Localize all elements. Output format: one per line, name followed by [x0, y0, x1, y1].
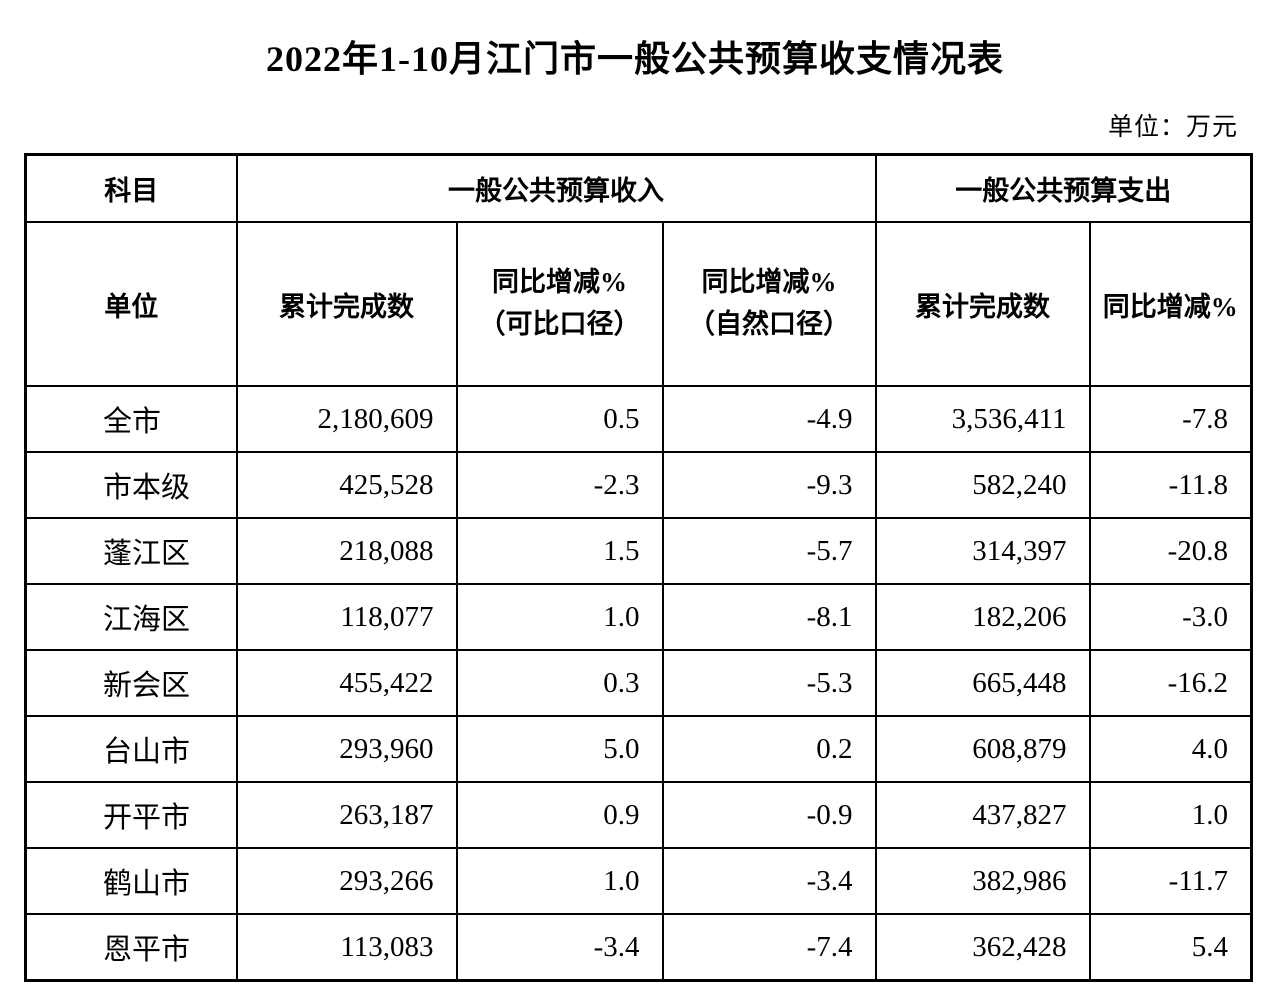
- expenditure-yoy-value: -16.2: [1088, 649, 1253, 718]
- expenditure-yoy-value: -7.8: [1088, 385, 1253, 454]
- revenue-yoy-natural-value: 0.2: [661, 715, 877, 784]
- header-expenditure-group: 一般公共预算支出: [874, 153, 1253, 224]
- revenue-yoy-natural-value: -7.4: [661, 913, 877, 982]
- header-expenditure-total: 累计完成数: [874, 221, 1091, 388]
- expenditure-total-value: 665,448: [874, 649, 1091, 718]
- revenue-yoy-natural-value: -9.3: [661, 451, 877, 520]
- revenue-yoy-comparable-value: 1.0: [455, 583, 664, 652]
- header-revenue-group: 一般公共预算收入: [235, 153, 877, 224]
- budget-table: 科目 一般公共预算收入 一般公共预算支出 单位 累计完成数 同比增减% （可比口…: [24, 153, 1254, 983]
- table-row: 台山市 293,960 5.0 0.2 608,879 4.0: [24, 715, 1253, 784]
- header-expenditure-yoy: 同比增减%: [1088, 221, 1253, 388]
- unit-note: 单位：万元: [1107, 114, 1238, 142]
- expenditure-total-value: 314,397: [874, 517, 1091, 586]
- table-row: 恩平市 113,083 -3.4 -7.4 362,428 5.4: [24, 913, 1253, 982]
- expenditure-total-value: 362,428: [874, 913, 1091, 982]
- revenue-total-value: 455,422: [235, 649, 458, 718]
- expenditure-yoy-value: -20.8: [1088, 517, 1253, 586]
- expenditure-total-value: 608,879: [874, 715, 1091, 784]
- region-name: 开平市: [24, 781, 238, 850]
- revenue-total-value: 218,088: [235, 517, 458, 586]
- header-unit: 单位: [24, 221, 238, 388]
- revenue-total-value: 113,083: [235, 913, 458, 982]
- revenue-total-value: 293,266: [235, 847, 458, 916]
- table-header-group-row: 科目 一般公共预算收入 一般公共预算支出: [24, 153, 1253, 224]
- table-header-column-row: 单位 累计完成数 同比增减% （可比口径） 同比增减% （自然口径） 累计完成数…: [24, 221, 1253, 388]
- revenue-yoy-comparable-value: -2.3: [455, 451, 664, 520]
- revenue-total-value: 293,960: [235, 715, 458, 784]
- header-revenue-yoy-comparable-line1: 同比增减%: [492, 267, 627, 298]
- table-row: 开平市 263,187 0.9 -0.9 437,827 1.0: [24, 781, 1253, 850]
- revenue-yoy-natural-value: -5.3: [661, 649, 877, 718]
- expenditure-yoy-value: 4.0: [1088, 715, 1253, 784]
- header-revenue-yoy-natural-line2: （自然口径）: [688, 309, 850, 340]
- expenditure-yoy-value: -3.0: [1088, 583, 1253, 652]
- region-name: 江海区: [24, 583, 238, 652]
- header-revenue-total: 累计完成数: [235, 221, 458, 388]
- revenue-yoy-natural-value: -5.7: [661, 517, 877, 586]
- region-name: 全市: [24, 385, 238, 454]
- header-revenue-yoy-natural: 同比增减% （自然口径）: [661, 221, 877, 388]
- revenue-yoy-natural-value: -3.4: [661, 847, 877, 916]
- table-row: 蓬江区 218,088 1.5 -5.7 314,397 -20.8: [24, 517, 1253, 586]
- revenue-total-value: 263,187: [235, 781, 458, 850]
- revenue-yoy-comparable-value: 0.3: [455, 649, 664, 718]
- expenditure-yoy-value: 1.0: [1088, 781, 1253, 850]
- table-row: 新会区 455,422 0.3 -5.3 665,448 -16.2: [24, 649, 1253, 718]
- expenditure-yoy-value: -11.7: [1088, 847, 1253, 916]
- revenue-yoy-comparable-value: 0.5: [455, 385, 664, 454]
- expenditure-total-value: 437,827: [874, 781, 1091, 850]
- revenue-total-value: 118,077: [235, 583, 458, 652]
- revenue-yoy-natural-value: -4.9: [661, 385, 877, 454]
- table-row: 江海区 118,077 1.0 -8.1 182,206 -3.0: [24, 583, 1253, 652]
- expenditure-total-value: 582,240: [874, 451, 1091, 520]
- revenue-yoy-comparable-value: 1.0: [455, 847, 664, 916]
- header-revenue-yoy-natural-line1: 同比增减%: [701, 267, 837, 298]
- table-row: 市本级 425,528 -2.3 -9.3 582,240 -11.8: [24, 451, 1253, 520]
- header-subject: 科目: [24, 153, 238, 224]
- revenue-yoy-natural-value: -8.1: [661, 583, 877, 652]
- expenditure-total-value: 182,206: [874, 583, 1091, 652]
- header-revenue-yoy-comparable: 同比增减% （可比口径）: [455, 221, 664, 388]
- region-name: 市本级: [24, 451, 238, 520]
- revenue-yoy-comparable-value: 0.9: [455, 781, 664, 850]
- header-revenue-yoy-comparable-line2: （可比口径）: [478, 309, 641, 340]
- revenue-yoy-natural-value: -0.9: [661, 781, 877, 850]
- region-name: 台山市: [24, 715, 238, 784]
- revenue-total-value: 425,528: [235, 451, 458, 520]
- table-row: 鹤山市 293,266 1.0 -3.4 382,986 -11.7: [24, 847, 1253, 916]
- expenditure-yoy-value: 5.4: [1088, 913, 1253, 982]
- table-row: 全市 2,180,609 0.5 -4.9 3,536,411 -7.8: [24, 385, 1253, 454]
- page-title: 2022年1-10月江门市一般公共预算收支情况表: [266, 39, 1004, 79]
- revenue-total-value: 2,180,609: [235, 385, 458, 454]
- region-name: 鹤山市: [24, 847, 238, 916]
- revenue-yoy-comparable-value: 1.5: [455, 517, 664, 586]
- expenditure-yoy-value: -11.8: [1088, 451, 1253, 520]
- revenue-yoy-comparable-value: 5.0: [455, 715, 664, 784]
- region-name: 恩平市: [24, 913, 238, 982]
- region-name: 新会区: [24, 649, 238, 718]
- expenditure-total-value: 3,536,411: [874, 385, 1091, 454]
- region-name: 蓬江区: [24, 517, 238, 586]
- revenue-yoy-comparable-value: -3.4: [455, 913, 664, 982]
- expenditure-total-value: 382,986: [874, 847, 1091, 916]
